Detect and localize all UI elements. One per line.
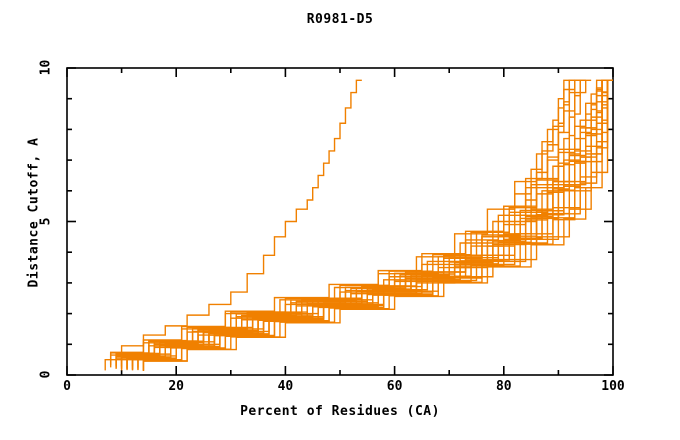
curve-model-16: [115, 79, 613, 368]
x-tick-label: 60: [386, 379, 403, 394]
curve-model-11: [120, 79, 608, 369]
x-tick-label: 0: [63, 379, 71, 394]
curve-model-25: [120, 79, 613, 367]
x-tick-label: 100: [601, 379, 625, 394]
x-tick-label: 40: [277, 379, 294, 394]
curve-model-13: [109, 79, 608, 366]
curve-model-20: [109, 79, 613, 365]
curve-model-28: [126, 79, 613, 369]
curve-model-06: [120, 79, 581, 366]
curve-model-26: [142, 79, 613, 372]
curve-model-21: [126, 79, 613, 368]
x-tick-label: 80: [495, 379, 512, 394]
curve-model-18: [120, 79, 613, 369]
x-axis-label: Percent of Residues (CA): [240, 404, 440, 419]
curve-outlier-model: [104, 79, 362, 371]
data-curves: [104, 79, 613, 372]
x-tick-label: 20: [168, 379, 185, 394]
axis-ticks: [66, 67, 614, 376]
curve-model-23: [115, 79, 613, 367]
chart-title: R0981-D5: [306, 12, 374, 27]
curve-model-27: [115, 79, 613, 366]
